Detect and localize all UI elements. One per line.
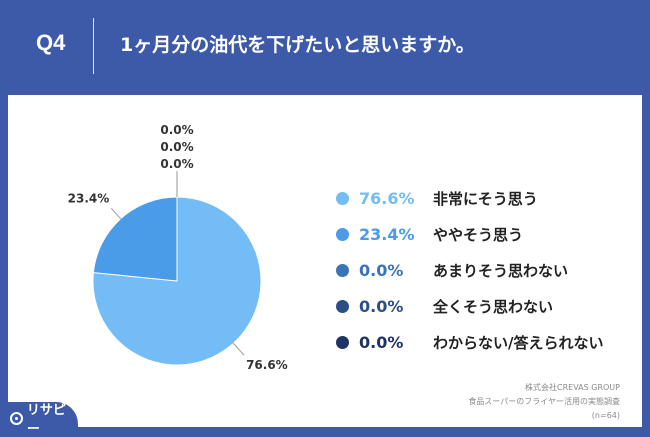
source-company: 株式会社CREVAS GROUP <box>525 383 620 392</box>
legend: 76.6% 非常にそう思う 23.4% ややそう思う 0.0% あまりそう思わな… <box>336 180 603 360</box>
header-divider <box>93 18 94 74</box>
question-title: 1ヶ月分の油代を下げたいと思いますか。 <box>120 34 475 56</box>
legend-label: わからない/答えられない <box>433 333 604 352</box>
legend-label: ややそう思う <box>433 225 524 244</box>
legend-value: 0.0% <box>359 260 404 280</box>
legend-dot <box>336 299 349 313</box>
source-note: 株式会社CREVAS GROUP 食品スーパーのフライヤー活用の実態調査 (n=… <box>468 381 620 423</box>
leader-line <box>110 207 123 221</box>
leader-line <box>231 341 245 356</box>
legend-item: 0.0% 全くそう思わない <box>336 288 603 324</box>
legend-label: 非常にそう思う <box>433 189 538 208</box>
data-label: 0.0% <box>160 157 193 171</box>
data-label: 76.6% <box>246 358 288 372</box>
logo-text: リサピー <box>26 403 66 437</box>
data-label: 23.4% <box>68 191 110 205</box>
question-number: Q4 <box>36 30 66 55</box>
legend-label: あまりそう思わない <box>433 261 569 280</box>
legend-value: 76.6% <box>359 188 415 208</box>
source-survey: 食品スーパーのフライヤー活用の実態調査 <box>468 397 620 406</box>
legend-label: 全くそう思わない <box>433 297 554 316</box>
legend-dot <box>336 335 349 349</box>
legend-item: 76.6% 非常にそう思う <box>336 180 603 216</box>
source-sample-size: (n=64) <box>591 411 620 420</box>
legend-value: 23.4% <box>359 224 415 244</box>
brand-logo: リサピー <box>0 402 78 437</box>
data-label: 0.0% <box>160 140 193 154</box>
legend-item: 23.4% ややそう思う <box>336 216 603 252</box>
logo-icon <box>10 411 23 425</box>
legend-value: 0.0% <box>359 332 404 352</box>
data-label: 0.0% <box>160 123 193 137</box>
pie-slice <box>92 196 178 282</box>
legend-dot <box>336 227 349 241</box>
legend-dot <box>336 191 349 205</box>
header: Q4 1ヶ月分の油代を下げたいと思いますか。 <box>0 0 650 95</box>
legend-item: 0.0% わからない/答えられない <box>336 324 603 360</box>
legend-item: 0.0% あまりそう思わない <box>336 252 603 288</box>
legend-value: 0.0% <box>359 296 404 316</box>
legend-dot <box>336 263 349 277</box>
